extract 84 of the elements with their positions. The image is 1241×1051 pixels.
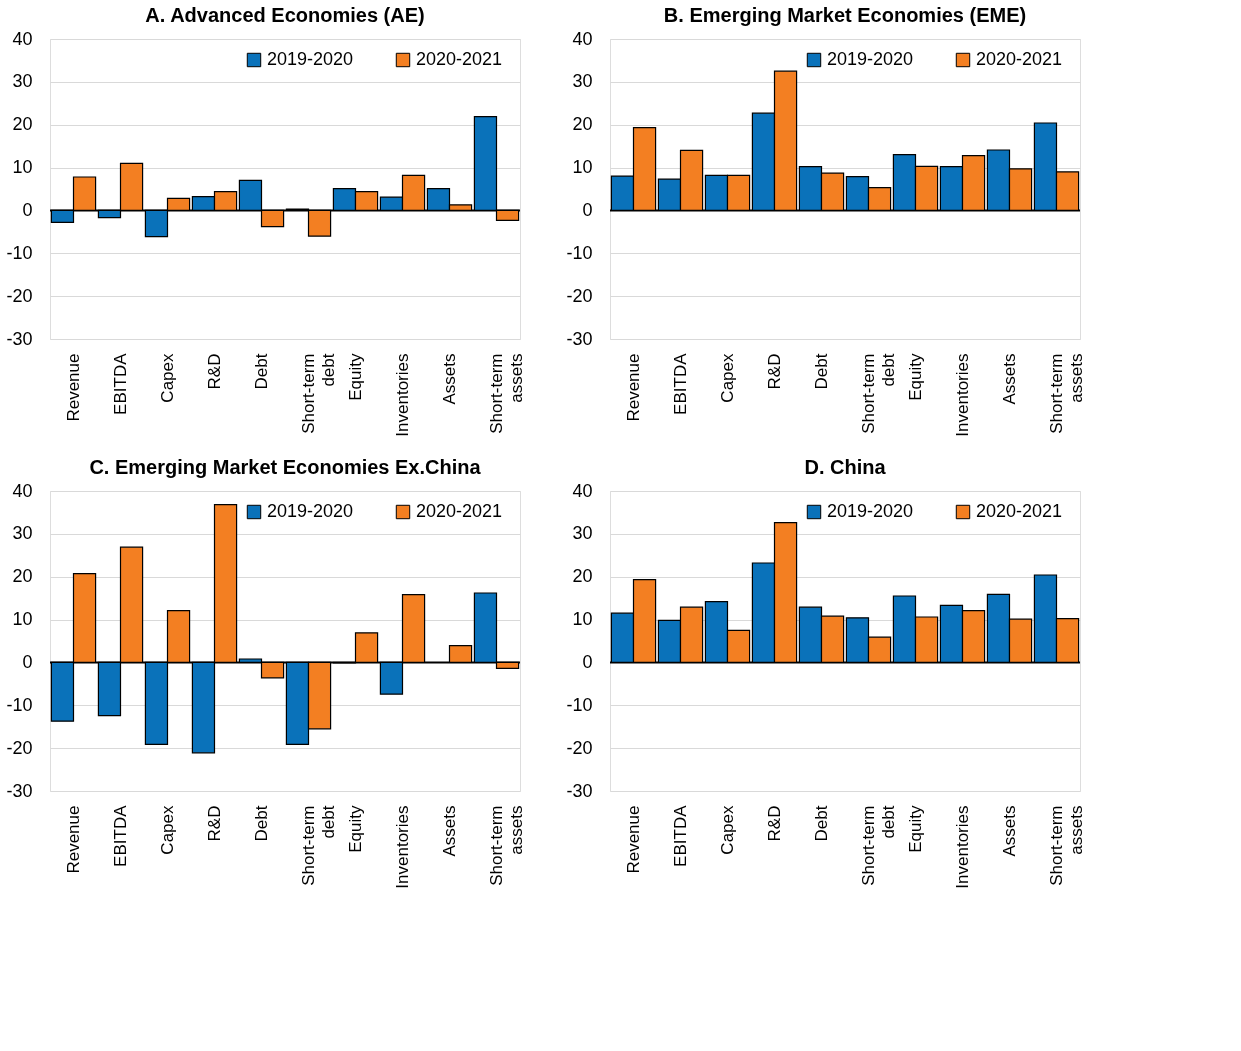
y-tick-label: 0 xyxy=(582,199,593,220)
y-tick-label: 10 xyxy=(12,609,33,630)
chart-title: A. Advanced Economies (AE) xyxy=(145,4,425,26)
y-tick-label: 40 xyxy=(572,480,593,501)
x-tick-label: Capex xyxy=(157,805,177,855)
y-tick-label: 0 xyxy=(582,651,593,672)
legend-label: 2019-2020 xyxy=(267,501,354,521)
y-tick-label: -30 xyxy=(6,780,33,801)
x-tick-label: Inventories xyxy=(392,805,412,889)
x-tick-label: EBITDA xyxy=(670,352,690,415)
x-tick-label: Assets xyxy=(439,805,459,857)
x-tick-label: EBITDA xyxy=(670,804,690,867)
x-tick-label: Short-term debt xyxy=(298,353,338,434)
y-tick-label: 40 xyxy=(572,28,593,49)
y-tick-label: 10 xyxy=(572,609,593,630)
x-tick-label: Revenue xyxy=(623,353,643,422)
x-tick-label: Assets xyxy=(999,805,1019,857)
y-tick-label: 30 xyxy=(572,523,593,544)
x-tick-label: Short-term assets xyxy=(1046,805,1086,886)
x-tick-label: Short-term debt xyxy=(298,805,338,886)
chart-title: B. Emerging Market Economies (EME) xyxy=(663,4,1027,26)
x-tick-label: Capex xyxy=(717,353,737,403)
x-tick-label: Assets xyxy=(999,353,1019,405)
legend-label: 2019-2020 xyxy=(267,49,354,69)
x-tick-label: Equity xyxy=(345,353,365,401)
x-tick-label: R&D xyxy=(204,353,224,390)
legend-label: 2020-2021 xyxy=(976,49,1063,69)
chart-title: D. China xyxy=(804,456,887,478)
x-tick-label: Inventories xyxy=(952,353,972,437)
y-tick-label: -30 xyxy=(566,328,593,349)
x-tick-label: Short-term debt xyxy=(858,805,898,886)
y-tick-label: -20 xyxy=(6,285,33,306)
y-tick-label: 10 xyxy=(572,157,593,178)
legend-label: 2020-2021 xyxy=(416,501,503,521)
y-tick-label: 20 xyxy=(572,566,593,587)
x-tick-label: Short-term debt xyxy=(858,353,898,434)
y-tick-label: 0 xyxy=(22,199,33,220)
legend-label: 2019-2020 xyxy=(827,501,914,521)
y-tick-label: 20 xyxy=(572,114,593,135)
y-tick-label: 20 xyxy=(12,566,33,587)
y-tick-label: 30 xyxy=(12,523,33,544)
x-tick-label: Short-term assets xyxy=(486,353,526,434)
x-tick-label: Inventories xyxy=(952,805,972,889)
x-tick-label: Capex xyxy=(157,353,177,403)
y-tick-label: -20 xyxy=(6,737,33,758)
x-tick-label: R&D xyxy=(764,353,784,390)
y-tick-label: -10 xyxy=(6,242,33,263)
x-tick-label: Debt xyxy=(251,353,271,390)
y-tick-label: 30 xyxy=(572,71,593,92)
y-tick-label: -10 xyxy=(6,694,33,715)
x-tick-label: Equity xyxy=(905,805,925,853)
x-tick-label: Equity xyxy=(905,353,925,401)
x-tick-label: Debt xyxy=(251,805,271,842)
y-tick-label: 40 xyxy=(12,480,33,501)
x-tick-label: Debt xyxy=(811,805,831,842)
y-tick-label: -30 xyxy=(566,780,593,801)
x-tick-label: R&D xyxy=(204,805,224,842)
y-tick-label: -30 xyxy=(6,328,33,349)
x-tick-label: Revenue xyxy=(63,353,83,422)
y-tick-label: 10 xyxy=(12,157,33,178)
y-tick-label: 30 xyxy=(12,71,33,92)
x-tick-label: EBITDA xyxy=(110,352,130,415)
y-tick-label: 40 xyxy=(12,28,33,49)
legend-label: 2020-2021 xyxy=(976,501,1063,521)
x-tick-label: Short-term assets xyxy=(486,805,526,886)
y-tick-label: -10 xyxy=(566,694,593,715)
y-tick-label: -10 xyxy=(566,242,593,263)
x-tick-label: Inventories xyxy=(392,353,412,437)
legend-label: 2019-2020 xyxy=(827,49,914,69)
x-tick-label: Revenue xyxy=(63,805,83,874)
x-tick-label: Equity xyxy=(345,805,365,853)
x-tick-label: Debt xyxy=(811,353,831,390)
x-tick-label: Assets xyxy=(439,353,459,405)
x-tick-label: Revenue xyxy=(623,805,643,874)
chart-title: C. Emerging Market Economies Ex.China xyxy=(89,456,482,478)
y-tick-label: 0 xyxy=(22,651,33,672)
y-tick-label: -20 xyxy=(566,737,593,758)
x-tick-label: Short-term assets xyxy=(1046,353,1086,434)
x-tick-label: EBITDA xyxy=(110,804,130,867)
legend-label: 2020-2021 xyxy=(416,49,503,69)
x-tick-label: R&D xyxy=(764,805,784,842)
y-tick-label: 20 xyxy=(12,114,33,135)
y-tick-label: -20 xyxy=(566,285,593,306)
x-tick-label: Capex xyxy=(717,805,737,855)
